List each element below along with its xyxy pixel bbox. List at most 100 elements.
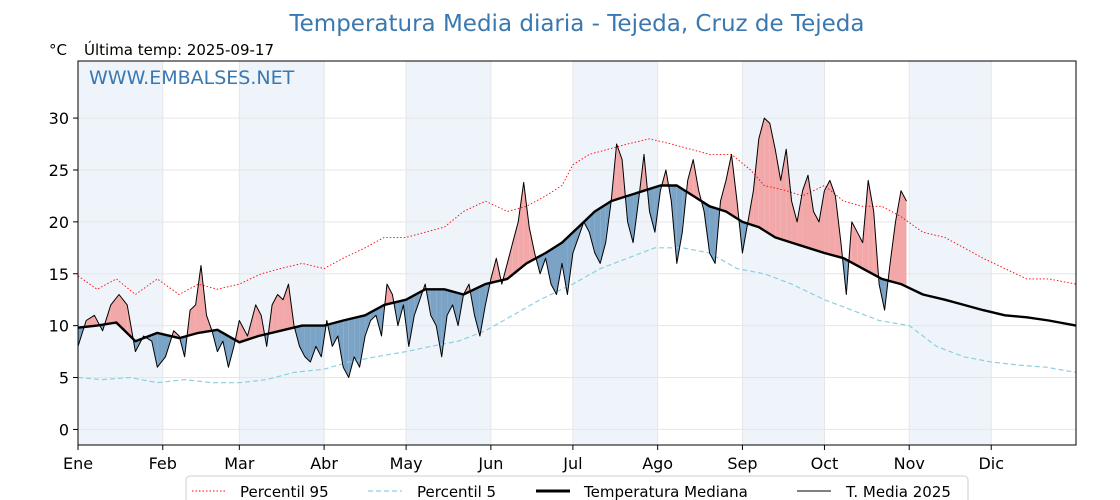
month-band-1 xyxy=(239,61,325,445)
fill-above-137-0 xyxy=(857,232,863,269)
grid-lines xyxy=(77,61,1076,445)
fill-above-73-0 xyxy=(507,242,513,279)
fill-below-99-0 xyxy=(649,187,655,233)
month-band-0 xyxy=(78,61,163,445)
last-temp-label: Última temp: 2025-09-17 xyxy=(84,40,274,59)
fill-below-68-0 xyxy=(479,284,486,336)
legend-label-current: T. Media 2025 xyxy=(845,483,951,500)
fill-above-30-0 xyxy=(272,294,278,333)
series-lines xyxy=(77,117,1077,384)
chart-title: Temperatura Media diaria - Tejeda, Cruz … xyxy=(289,11,865,37)
fill-above-2-0 xyxy=(86,315,95,327)
watermark: WWW.EMBALSES.NET xyxy=(89,67,295,89)
fill-above-6-0 xyxy=(119,294,128,334)
fill-above-123-0 xyxy=(780,149,787,241)
fill-above-118-0 xyxy=(753,138,759,228)
month-band-3 xyxy=(572,61,658,445)
fill-above-32-0 xyxy=(283,284,289,331)
y-tick-label-0: 0 xyxy=(59,420,69,439)
fill-below-21-0 xyxy=(217,329,223,352)
fill-below-46-0 xyxy=(359,315,366,368)
fill-below-104-0 xyxy=(676,185,683,264)
fill-above-25-0 xyxy=(239,320,248,343)
fill-above-5-0 xyxy=(110,294,119,326)
x-tick-label-nov: Nov xyxy=(894,454,925,473)
fill-above-138-0 xyxy=(862,180,869,272)
x-tick-label-mar: Mar xyxy=(224,454,255,473)
fill-above-17-0 xyxy=(195,265,201,334)
fill-above-75-0 xyxy=(518,182,524,271)
x-tick-label-abr: Abr xyxy=(310,454,338,473)
fill-above-93-0 xyxy=(616,144,623,200)
x-tick-label-jul: Jul xyxy=(562,454,582,473)
x-tick-label-jun: Jun xyxy=(477,454,503,473)
fill-above-121-0 xyxy=(769,123,776,238)
fill-above-126-0 xyxy=(797,190,803,247)
fill-above-76-0 xyxy=(523,182,530,266)
fill-above-143-0 xyxy=(890,221,896,283)
fill-below-85-0 xyxy=(572,227,579,253)
x-tick-label-may: May xyxy=(390,454,423,473)
legend-label-p95: Percentil 95 xyxy=(240,483,329,500)
x-tick-label-sep: Sep xyxy=(727,454,757,473)
fill-below-49-0 xyxy=(376,306,382,336)
x-tick-label-ene: Ene xyxy=(63,454,93,473)
x-tick-label-ago: Ago xyxy=(642,454,673,473)
fill-above-145-0 xyxy=(901,190,907,287)
fill-below-67-0 xyxy=(474,286,480,336)
x-axis: Ene Feb Mar Abr May Jun Jul Ago Sep Oct Nov Dic xyxy=(63,445,1004,473)
legend-label-p5: Percentil 5 xyxy=(417,483,496,500)
y-tick-label-20: 20 xyxy=(49,213,69,232)
fill-below-42-0 xyxy=(337,320,344,368)
fill-below-95-0 xyxy=(627,194,634,243)
fill-below-37-0 xyxy=(310,325,316,362)
fill-above-112-0 xyxy=(720,180,726,212)
fill-above-114-0 xyxy=(731,154,737,219)
fill-above-74-0 xyxy=(512,221,519,275)
fill-above-132-0 xyxy=(829,180,836,256)
y-tick-label-15: 15 xyxy=(49,265,69,284)
y-axis: 0 5 10 15 20 25 30 xyxy=(49,109,78,439)
fill-above-122-0 xyxy=(775,149,781,240)
fill-below-62-0 xyxy=(447,290,453,316)
fill-below-60-0 xyxy=(436,289,442,357)
fill-below-87-0 xyxy=(583,216,590,233)
y-tick-label-5: 5 xyxy=(59,369,69,388)
fill-above-144-0 xyxy=(895,190,901,285)
fill-above-113-0 xyxy=(726,154,732,215)
fill-above-124-0 xyxy=(786,149,792,243)
fill-below-45-0 xyxy=(354,316,360,368)
fill-below-41-0 xyxy=(332,321,338,347)
fill-below-81-0 xyxy=(551,246,557,295)
month-band-4 xyxy=(742,61,825,445)
fill-below-110-0 xyxy=(709,206,716,264)
legend-label-median: Temperatura Mediana xyxy=(583,483,748,500)
fill-below-44-0 xyxy=(348,317,355,378)
fill-below-84-0 xyxy=(567,232,573,295)
plot-frame xyxy=(77,60,1077,446)
month-band-5 xyxy=(909,61,992,445)
fill-below-47-0 xyxy=(365,312,371,336)
fill-above-51-0 xyxy=(387,284,393,305)
y-tick-label-25: 25 xyxy=(49,161,69,180)
fill-below-90-0 xyxy=(600,204,606,264)
fill-above-129-0 xyxy=(813,211,819,252)
legend-box xyxy=(185,475,969,500)
fill-above-120-0 xyxy=(764,118,770,234)
series-media-2025 xyxy=(77,117,907,378)
fill-below-89-0 xyxy=(594,208,601,264)
series-percentil-5 xyxy=(77,247,1077,384)
y-tick-label-10: 10 xyxy=(49,317,69,336)
fill-above-31-0 xyxy=(277,294,284,332)
fill-above-136-0 xyxy=(851,221,858,266)
fill-above-127-0 xyxy=(802,175,808,248)
month-band-2 xyxy=(406,61,491,445)
month-bands xyxy=(78,61,992,445)
fill-above-106-0 xyxy=(687,159,694,196)
fill-below-63-0 xyxy=(452,291,459,326)
fill-below-83-0 xyxy=(562,237,568,295)
fill-above-130-0 xyxy=(819,190,825,253)
fill-below-82-0 xyxy=(556,242,562,295)
x-tick-label-dic: Dic xyxy=(978,454,1004,473)
